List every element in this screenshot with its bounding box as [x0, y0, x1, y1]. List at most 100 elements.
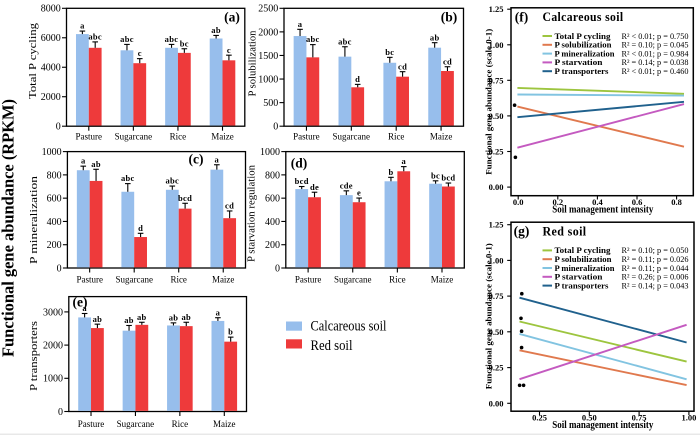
svg-text:400: 400 — [265, 217, 280, 228]
svg-text:bc: bc — [431, 170, 440, 180]
svg-text:(c): (c) — [189, 152, 204, 167]
svg-text:1000: 1000 — [260, 147, 280, 158]
svg-text:R² < 0.01; p = 0.984: R² < 0.01; p = 0.984 — [622, 49, 689, 58]
svg-text:(b): (b) — [441, 10, 458, 25]
svg-text:a: a — [80, 21, 85, 31]
svg-text:R² = 0.26; p = 0.006: R² = 0.26; p = 0.006 — [622, 273, 689, 282]
svg-text:cd: cd — [443, 56, 452, 66]
svg-text:Total P cycling: Total P cycling — [555, 32, 612, 41]
svg-text:R² = 0.11; p = 0.026: R² = 0.11; p = 0.026 — [622, 255, 689, 264]
svg-text:ab: ab — [91, 159, 101, 169]
svg-text:a: a — [298, 19, 303, 29]
svg-text:(d): (d) — [291, 156, 308, 171]
svg-text:1500: 1500 — [258, 51, 278, 62]
svg-text:Soil management intensity: Soil management intensity — [552, 204, 653, 215]
svg-text:b: b — [228, 327, 233, 337]
svg-text:0.25: 0.25 — [489, 363, 504, 373]
svg-text:cde: cde — [340, 180, 353, 190]
svg-text:P transporters: P transporters — [555, 281, 610, 290]
svg-text:1.00: 1.00 — [489, 255, 504, 265]
svg-text:abc: abc — [120, 34, 134, 44]
svg-text:600: 600 — [47, 194, 62, 205]
svg-text:0.8: 0.8 — [671, 197, 682, 207]
svg-text:Functional gene abundance (sca: Functional gene abundance (scale 0-1) — [484, 29, 494, 175]
svg-text:abc: abc — [306, 34, 320, 44]
svg-text:bcd: bcd — [178, 193, 192, 203]
svg-text:Rice: Rice — [388, 132, 405, 142]
svg-text:a: a — [81, 156, 86, 166]
svg-text:abc: abc — [88, 32, 102, 42]
svg-text:1.25: 1.25 — [489, 220, 504, 230]
svg-text:0.75: 0.75 — [632, 413, 647, 423]
svg-text:1000: 1000 — [42, 147, 62, 158]
svg-text:Pasture: Pasture — [293, 132, 320, 142]
svg-text:R² < 0.01; p = 0.460: R² < 0.01; p = 0.460 — [622, 67, 689, 76]
svg-text:2000: 2000 — [41, 92, 61, 103]
svg-text:0.00: 0.00 — [489, 182, 504, 192]
svg-text:0.25: 0.25 — [489, 147, 504, 157]
svg-text:0.75: 0.75 — [489, 75, 504, 85]
svg-text:4000: 4000 — [41, 63, 61, 74]
svg-text:a: a — [216, 307, 221, 317]
svg-text:Rice: Rice — [170, 275, 187, 285]
svg-text:0.4: 0.4 — [592, 197, 603, 207]
svg-text:1.00: 1.00 — [681, 413, 696, 423]
svg-text:ab: ab — [430, 32, 440, 42]
svg-text:500: 500 — [263, 98, 278, 109]
svg-text:c: c — [227, 45, 231, 55]
svg-text:0: 0 — [57, 263, 62, 274]
svg-text:P solubilization: P solubilization — [555, 41, 612, 50]
svg-text:ab: ab — [169, 313, 179, 323]
svg-text:R² < 0.01; p = 0.750: R² < 0.01; p = 0.750 — [622, 32, 689, 41]
svg-text:Maize: Maize — [212, 275, 235, 285]
svg-text:P solubilization: P solubilization — [555, 255, 612, 264]
svg-text:abc: abc — [165, 176, 179, 186]
svg-text:Pasture: Pasture — [76, 132, 103, 142]
svg-text:600: 600 — [265, 194, 280, 205]
svg-text:abc: abc — [121, 173, 135, 183]
svg-text:200: 200 — [265, 240, 280, 251]
svg-text:800: 800 — [265, 170, 280, 181]
svg-text:a: a — [82, 303, 87, 313]
svg-text:a: a — [215, 154, 220, 164]
svg-text:P starvation regulation: P starvation regulation — [246, 164, 257, 262]
svg-text:800: 800 — [47, 170, 62, 181]
svg-text:P mineralization: P mineralization — [29, 175, 40, 264]
svg-text:0.25: 0.25 — [532, 413, 547, 423]
svg-text:Functional gene abundance (RPK: Functional gene abundance (RPKM) — [0, 99, 18, 357]
svg-text:e: e — [357, 188, 361, 198]
svg-text:1000: 1000 — [258, 74, 278, 85]
svg-text:(a): (a) — [224, 10, 240, 25]
svg-text:2000: 2000 — [258, 27, 278, 38]
svg-text:de: de — [310, 182, 319, 192]
svg-text:P solubilization: P solubilization — [248, 30, 259, 97]
svg-text:0: 0 — [58, 407, 63, 418]
svg-text:0.75: 0.75 — [489, 291, 504, 301]
svg-text:Pasture: Pasture — [78, 419, 105, 429]
svg-text:R² = 0.14; p = 0.038: R² = 0.14; p = 0.038 — [622, 58, 689, 67]
svg-text:Rice: Rice — [170, 132, 187, 142]
svg-text:ab: ab — [211, 25, 221, 35]
svg-text:P mineralization: P mineralization — [555, 264, 615, 273]
svg-text:b: b — [388, 167, 393, 177]
svg-text:8000: 8000 — [41, 4, 61, 15]
svg-text:ab: ab — [93, 314, 103, 324]
svg-text:d: d — [355, 74, 360, 84]
svg-text:Sugarcane: Sugarcane — [333, 132, 370, 142]
svg-text:P transporters: P transporters — [555, 67, 610, 76]
svg-text:R² = 0.10; p = 0.045: R² = 0.10; p = 0.045 — [622, 41, 689, 50]
svg-text:ab: ab — [124, 315, 134, 325]
svg-text:0.50: 0.50 — [489, 111, 504, 121]
svg-text:2000: 2000 — [43, 341, 63, 352]
svg-text:0.0: 0.0 — [513, 197, 524, 207]
svg-text:0: 0 — [275, 263, 280, 274]
svg-text:Red soil: Red soil — [311, 338, 353, 354]
svg-text:Maize: Maize — [430, 132, 453, 142]
svg-text:(g): (g) — [514, 224, 530, 239]
svg-text:Soil management intensity: Soil management intensity — [552, 420, 653, 431]
svg-text:Total P cycling: Total P cycling — [28, 22, 39, 99]
svg-text:Sugarcane: Sugarcane — [115, 132, 152, 142]
svg-text:c: c — [138, 48, 142, 58]
svg-text:Total P cycling: Total P cycling — [555, 246, 612, 255]
svg-text:Calcareous soil: Calcareous soil — [311, 319, 387, 335]
